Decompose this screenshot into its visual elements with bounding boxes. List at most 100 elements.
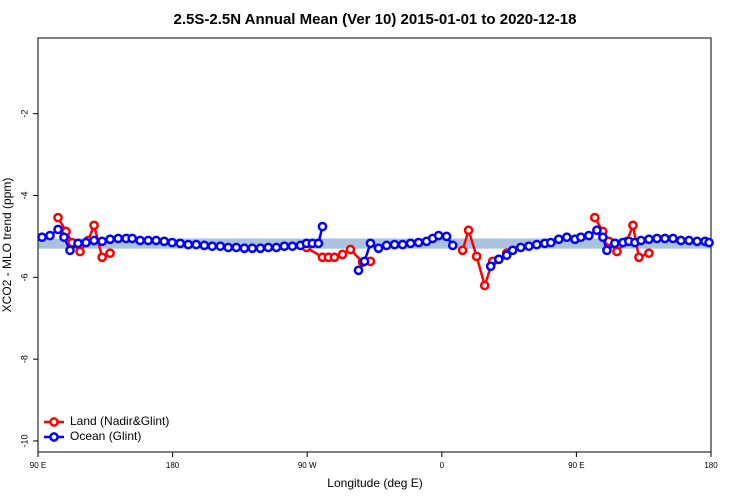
chart-title: 2.5S-2.5N Annual Mean (Ver 10) 2015-01-0… <box>174 11 577 28</box>
point <box>105 248 115 259</box>
x-tick-label: 0 <box>440 461 445 470</box>
point <box>692 236 702 247</box>
point <box>501 250 512 261</box>
point <box>97 236 108 247</box>
point <box>507 245 518 256</box>
point <box>143 235 154 246</box>
point <box>668 233 678 244</box>
x-tick-label: 90 W <box>298 461 317 470</box>
point <box>660 233 670 244</box>
point <box>397 239 408 250</box>
point <box>479 280 490 291</box>
point <box>59 232 69 243</box>
point <box>183 239 194 250</box>
point <box>45 230 55 241</box>
point <box>493 254 504 265</box>
x-tick-label: 180 <box>166 461 180 470</box>
x-axis-label: Longitude (deg E) <box>327 476 422 490</box>
point <box>89 235 99 246</box>
point <box>337 249 348 260</box>
legend-marker <box>49 432 59 442</box>
point <box>89 220 99 231</box>
point <box>359 256 370 267</box>
point <box>389 239 400 250</box>
point <box>329 252 340 263</box>
point <box>413 237 424 248</box>
point <box>598 232 608 243</box>
point <box>105 234 115 245</box>
point <box>175 238 186 249</box>
point <box>583 230 594 241</box>
point <box>313 238 324 249</box>
point <box>73 238 83 249</box>
point <box>515 242 526 253</box>
point <box>545 237 556 248</box>
legend-label: Ocean (Glint) <box>70 429 141 443</box>
point <box>317 221 328 232</box>
point <box>576 232 586 243</box>
point <box>247 243 258 254</box>
x-tick-label: 180 <box>704 461 718 470</box>
point <box>97 252 108 263</box>
point <box>135 235 145 246</box>
point <box>255 243 266 254</box>
point <box>239 243 250 254</box>
legend-label: Land (Nadir&Glint) <box>70 414 169 428</box>
point <box>634 252 644 263</box>
point <box>191 239 202 250</box>
point <box>704 237 714 248</box>
point <box>65 245 75 256</box>
point <box>345 244 356 255</box>
y-tick-label: -6 <box>19 273 29 281</box>
point <box>609 238 620 249</box>
point <box>405 238 416 249</box>
point <box>485 261 496 272</box>
point <box>644 234 654 245</box>
y-tick-label: -2 <box>19 110 29 118</box>
point <box>553 234 564 245</box>
point <box>644 248 654 259</box>
point <box>373 243 384 254</box>
point <box>589 212 600 223</box>
point <box>441 231 452 242</box>
point <box>636 235 646 246</box>
point <box>159 236 170 247</box>
point <box>263 242 274 253</box>
point <box>561 232 572 243</box>
point <box>215 241 226 252</box>
x-tick-label: 90 E <box>30 461 46 470</box>
point <box>602 245 612 256</box>
legend-marker <box>49 417 59 427</box>
point <box>612 246 622 257</box>
point <box>287 241 298 252</box>
point <box>127 233 138 244</box>
y-tick-label: -10 <box>19 434 29 447</box>
point <box>463 225 474 236</box>
point <box>199 240 210 251</box>
point <box>531 239 542 250</box>
point <box>231 242 242 253</box>
point <box>676 235 686 246</box>
point <box>223 242 234 253</box>
point <box>207 241 218 252</box>
y-tick-label: -4 <box>19 191 29 199</box>
point <box>592 225 602 236</box>
point <box>271 242 282 253</box>
point <box>353 265 364 276</box>
point <box>365 238 376 249</box>
x-tick-label: 90 E <box>568 461 584 470</box>
y-tick-label: -8 <box>19 355 29 363</box>
point <box>53 224 63 235</box>
point <box>433 230 444 241</box>
point <box>471 251 482 262</box>
point <box>457 245 468 256</box>
y-axis-label: XCO2 - MLO trend (ppm) <box>0 178 14 313</box>
point <box>628 220 638 231</box>
point <box>75 246 85 257</box>
point <box>684 235 694 246</box>
point <box>151 235 161 246</box>
point <box>53 212 63 223</box>
point <box>447 240 458 251</box>
point <box>652 233 662 244</box>
